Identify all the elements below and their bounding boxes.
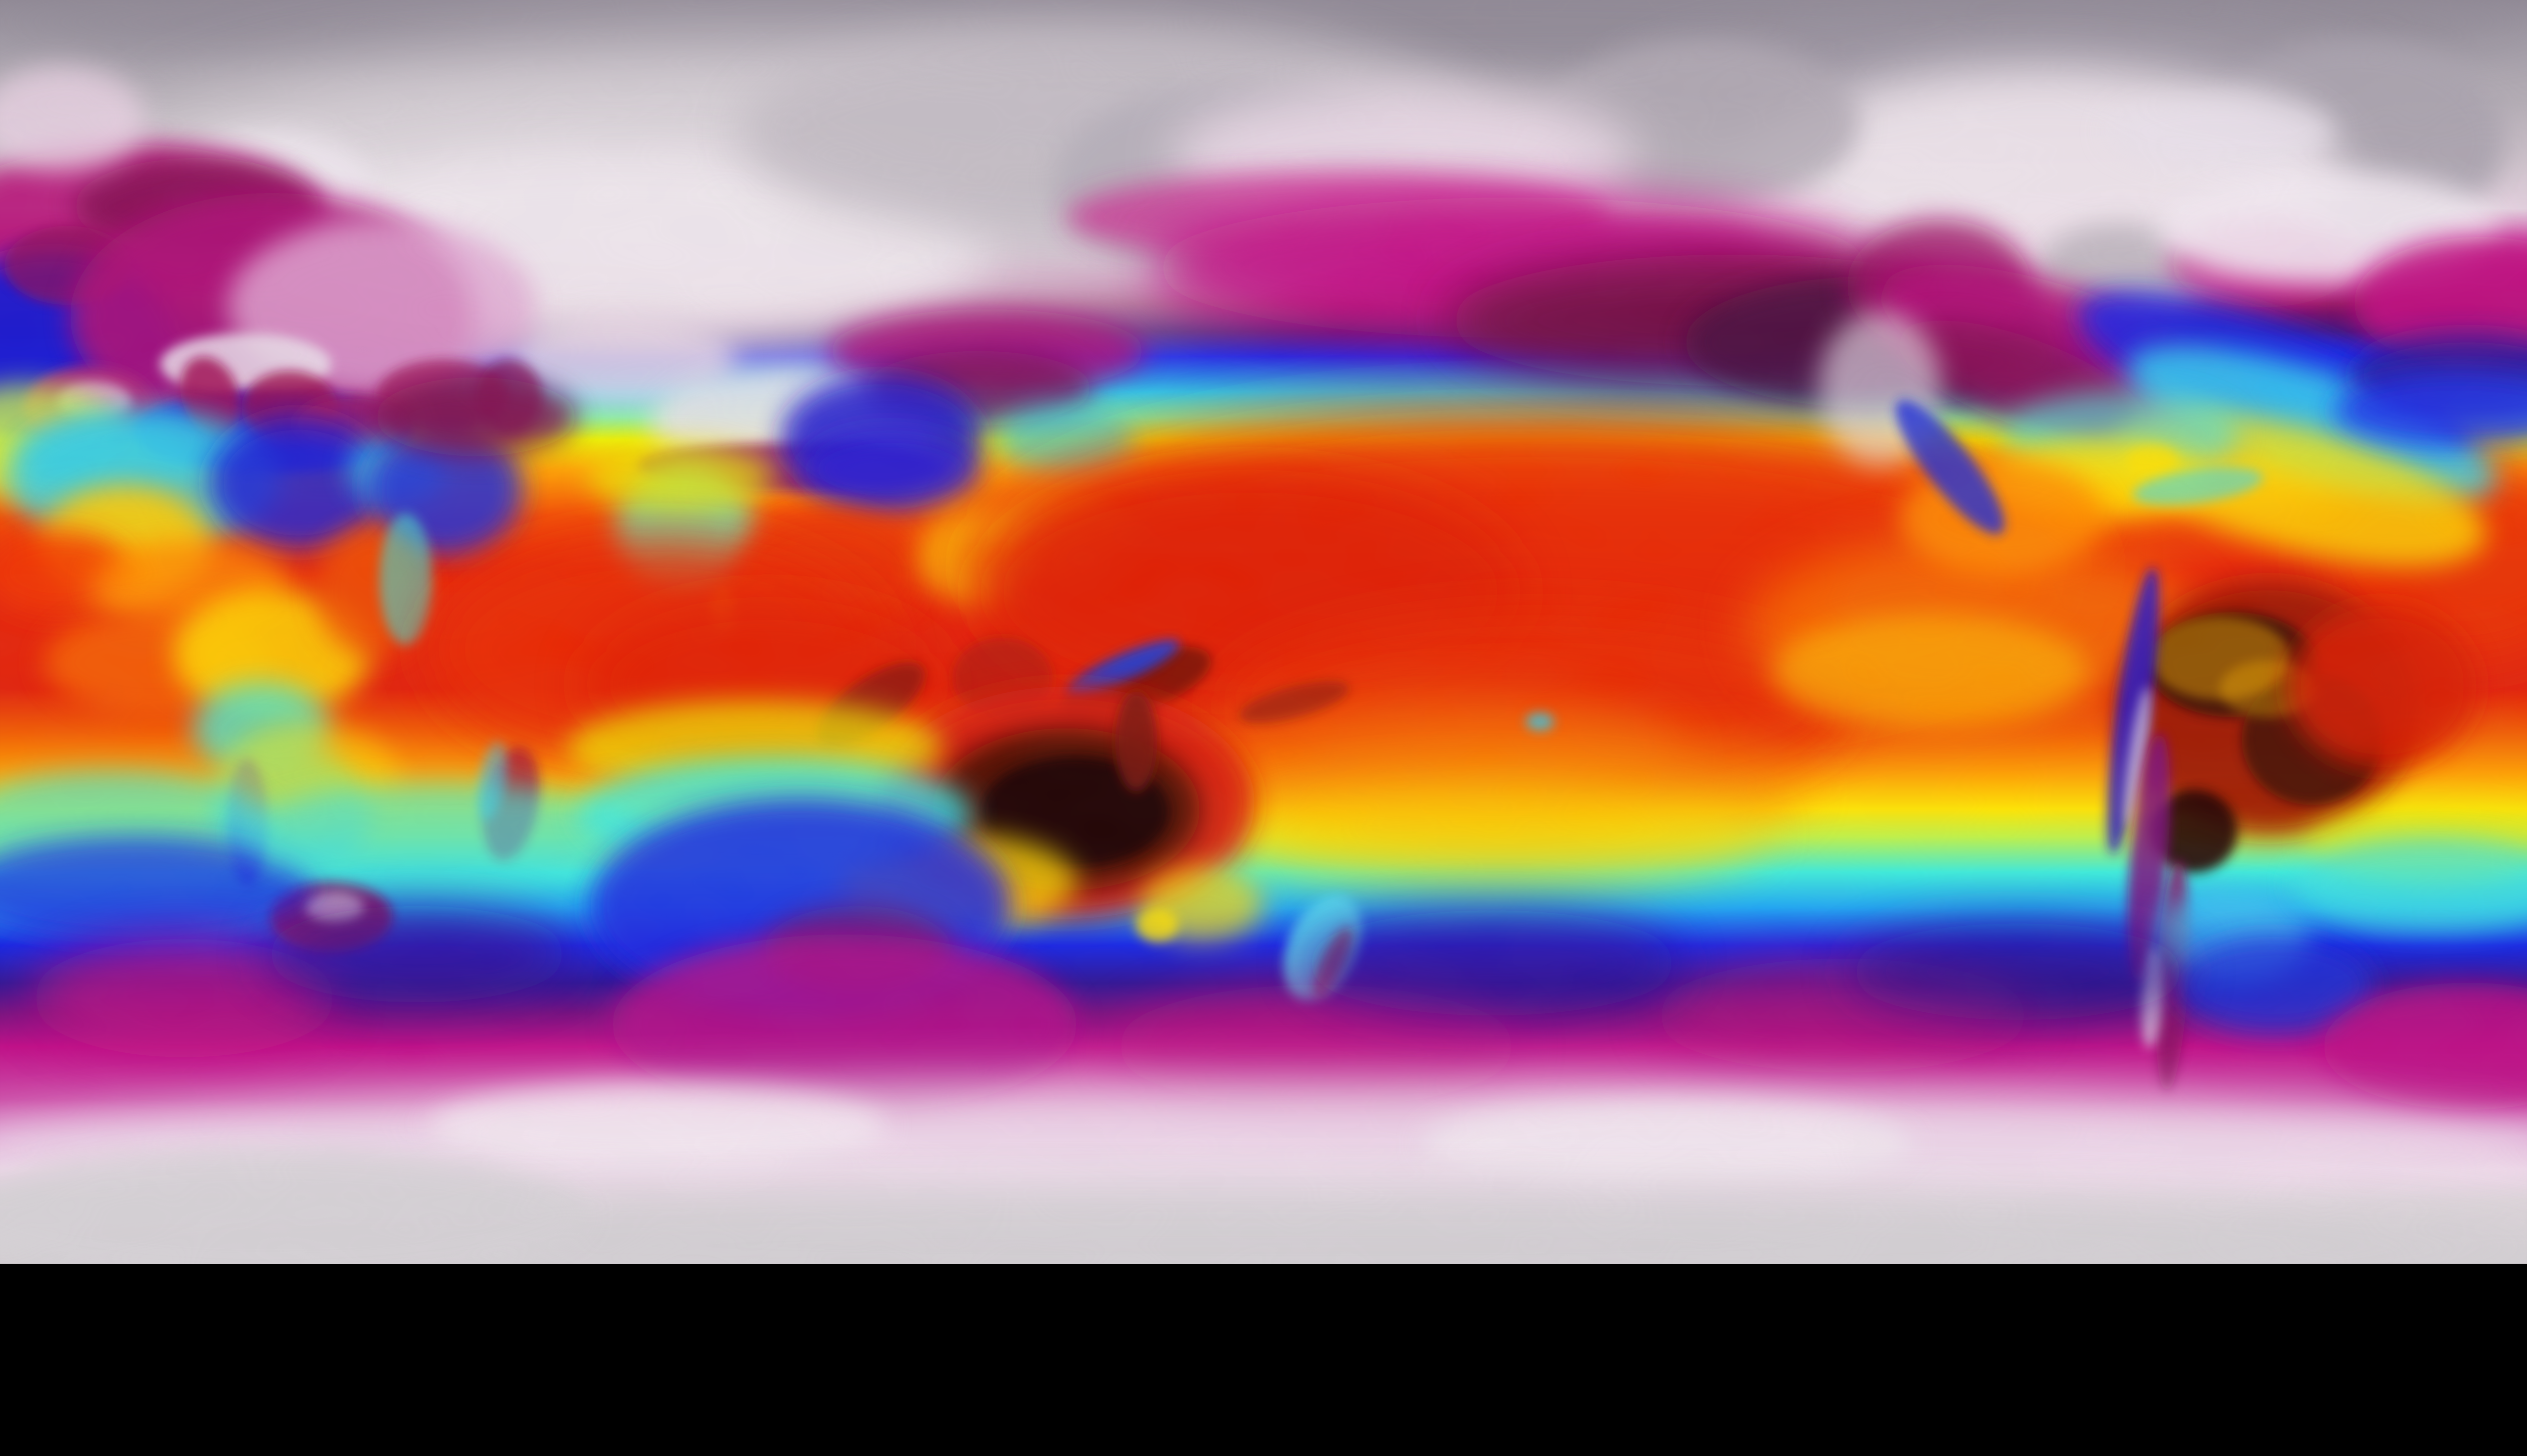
temperature-heatmap-canvas: [0, 0, 2527, 1264]
noise-texture-overlay: [0, 0, 2527, 1264]
global-temperature-map: [0, 0, 2527, 1264]
